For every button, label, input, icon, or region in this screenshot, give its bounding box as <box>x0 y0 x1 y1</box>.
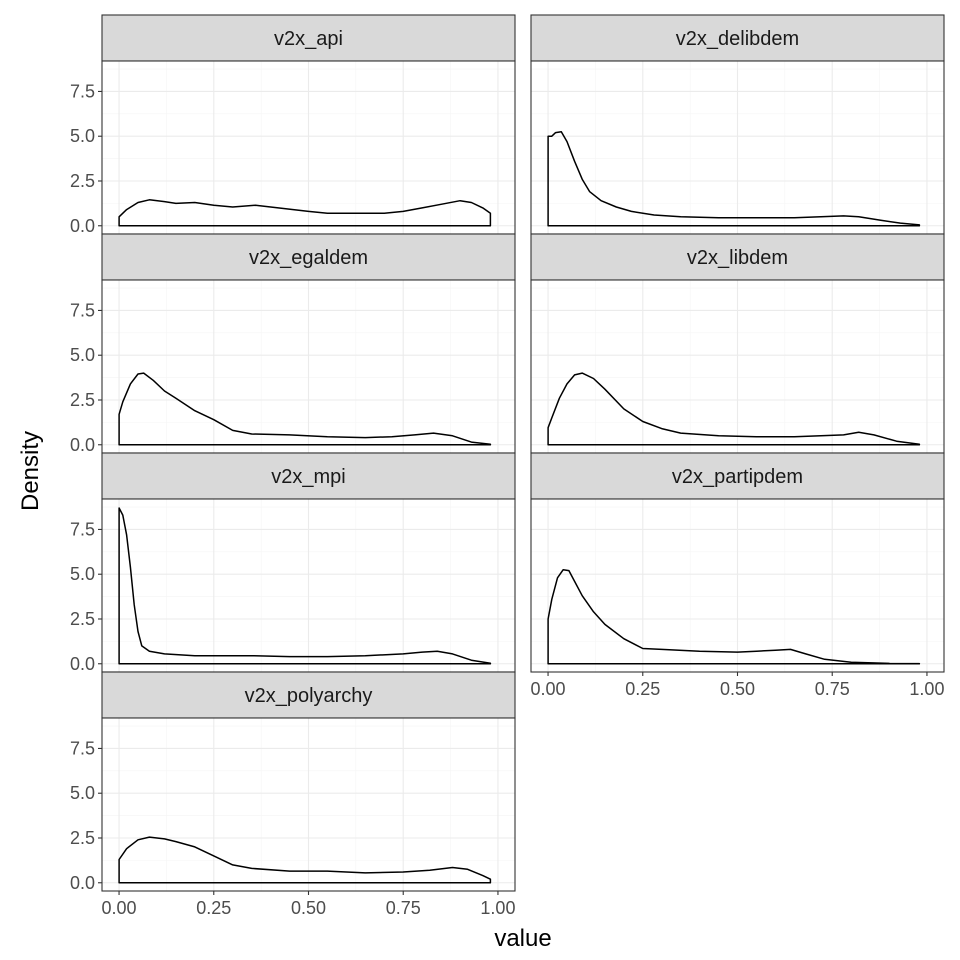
facet-strip <box>530 14 945 62</box>
facet-label: v2x_polyarchy <box>245 685 373 707</box>
y-tick-label: 2.5 <box>70 609 95 629</box>
density-curve-v2x-partipdem <box>547 568 921 665</box>
facet-strip <box>101 452 516 500</box>
grid <box>102 61 515 234</box>
facet-label: v2x_delibdem <box>676 28 799 50</box>
density-curve-v2x-libdem <box>547 372 921 446</box>
x-tick-label: 0.25 <box>196 898 231 918</box>
y-tick-label: 2.5 <box>70 390 95 410</box>
x-tick-label: 0.50 <box>291 898 326 918</box>
panel-v2x-polyarchy: v2x_polyarchy 0.0 2.5 5.0 7.5 0.00 0.25 0.50 0.7… <box>70 671 516 918</box>
panel-v2x-mpi: v2x_mpi 0.0 2.5 5.0 7.5 <box>70 452 516 674</box>
facet-label: v2x_api <box>274 28 343 50</box>
facet-label: v2x_egaldem <box>249 247 368 269</box>
facet-strip <box>101 14 516 62</box>
y-tick-label: 2.5 <box>70 828 95 848</box>
facet-label: v2x_libdem <box>687 247 788 269</box>
panel-v2x-api: v2x_api 0.0 2.5 5.0 7.5 <box>70 14 516 236</box>
panels-layer: v2x_api 0.0 2.5 5.0 7.5 v2x_delibdem v2x_egald… <box>70 14 945 918</box>
y-tick-label: 0.0 <box>70 435 95 455</box>
y-tick-label: 5.0 <box>70 564 95 584</box>
y-axis-title: Density <box>17 431 44 511</box>
density-curve-v2x-api <box>118 199 492 227</box>
x-tick-label: 0.00 <box>531 679 566 699</box>
x-tick-label: 0.50 <box>720 679 755 699</box>
x-tick-label: 0.75 <box>386 898 421 918</box>
density-curve-v2x-delibdem <box>547 130 921 227</box>
facet-label: v2x_partipdem <box>672 466 803 488</box>
x-tick-label: 0.00 <box>102 898 137 918</box>
facet-strip <box>530 233 945 281</box>
y-tick-label: 7.5 <box>70 300 95 320</box>
y-tick-label: 0.0 <box>70 654 95 674</box>
x-tick-label: 0.75 <box>815 679 850 699</box>
density-curve-v2x-mpi <box>118 507 492 665</box>
y-tick-label: 7.5 <box>70 519 95 539</box>
x-tick-label: 1.00 <box>909 679 944 699</box>
panel-v2x-egaldem: v2x_egaldem 0.0 2.5 5.0 7.5 <box>70 233 516 455</box>
grid <box>102 499 515 672</box>
y-tick-label: 0.0 <box>70 216 95 236</box>
panel-v2x-partipdem: v2x_partipdem 0.00 0.25 0.50 0.75 1.00 <box>530 452 945 699</box>
panel-v2x-libdem: v2x_libdem <box>530 233 945 454</box>
y-tick-label: 2.5 <box>70 171 95 191</box>
x-tick-label: 0.25 <box>625 679 660 699</box>
facet-strip <box>530 452 945 500</box>
y-tick-label: 7.5 <box>70 738 95 758</box>
x-axis-title: value <box>494 925 551 952</box>
facet-strip <box>101 671 516 719</box>
y-tick-label: 5.0 <box>70 126 95 146</box>
density-curve-v2x-polyarchy <box>118 836 492 884</box>
x-tick-label: 1.00 <box>480 898 515 918</box>
y-tick-label: 7.5 <box>70 81 95 101</box>
density-curve-v2x-egaldem <box>118 372 492 446</box>
y-tick-label: 0.0 <box>70 873 95 893</box>
facet-label: v2x_mpi <box>271 466 345 488</box>
panel-v2x-delibdem: v2x_delibdem <box>530 14 945 235</box>
facet-strip <box>101 233 516 281</box>
y-tick-label: 5.0 <box>70 783 95 803</box>
y-tick-label: 5.0 <box>70 345 95 365</box>
